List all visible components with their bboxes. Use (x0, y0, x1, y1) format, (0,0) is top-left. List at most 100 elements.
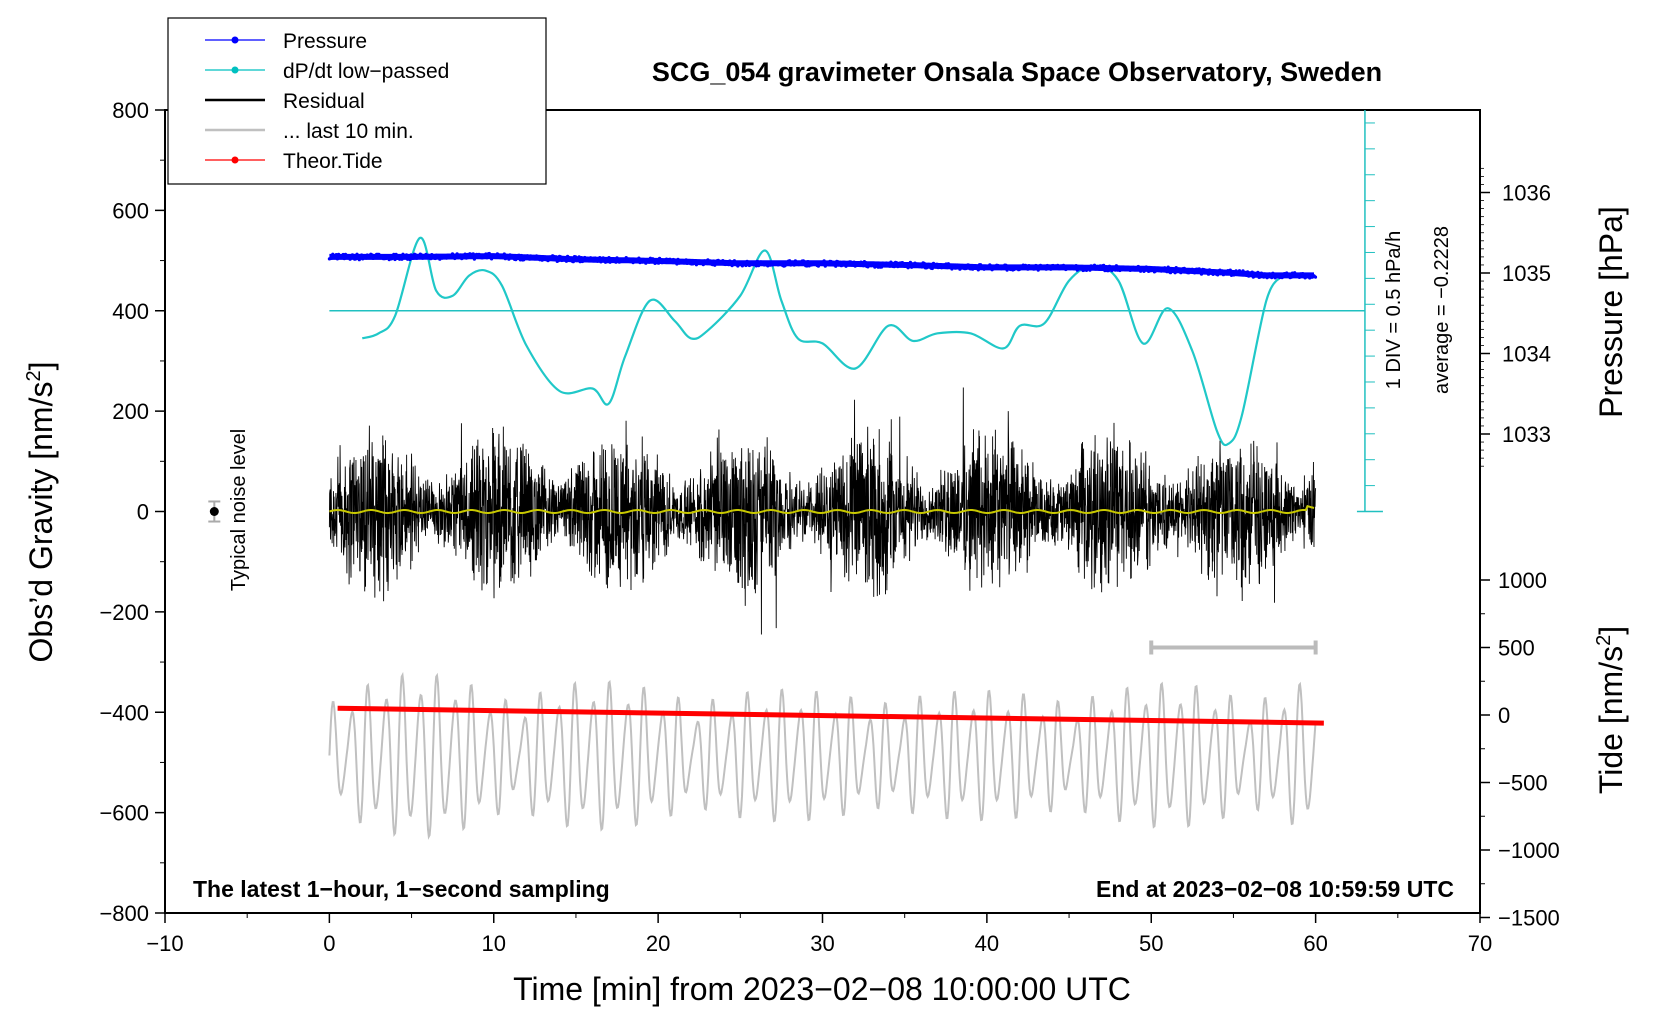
x-tick-label: 60 (1303, 931, 1327, 956)
y-tick-label: 600 (112, 198, 149, 223)
pressure-point (931, 261, 936, 265)
pressure-point (1178, 268, 1182, 272)
x-tick-label: 40 (975, 931, 999, 956)
pressure-point (463, 252, 467, 256)
pressure-point (788, 259, 792, 263)
pressure-point (1203, 268, 1207, 272)
pressure-point (514, 258, 518, 262)
pressure-point (1283, 274, 1288, 278)
pressure-point (877, 261, 882, 265)
x-tick-label: 20 (646, 931, 670, 956)
pressure-point (1246, 270, 1250, 274)
pressure-point (685, 261, 689, 265)
x-tick-label: 10 (482, 931, 506, 956)
pressure-point (396, 254, 400, 258)
pressure-point (1104, 265, 1108, 269)
pressure-point (747, 263, 752, 268)
pressure-point (1132, 265, 1136, 269)
y-tick-label: −400 (99, 700, 149, 725)
pressure-point (1151, 266, 1155, 270)
tide-tick-label: −500 (1498, 771, 1548, 796)
pressure-point (1158, 266, 1162, 271)
pressure-point (637, 256, 641, 260)
pressure-point (876, 265, 880, 269)
tide-tick-label: 500 (1498, 636, 1535, 661)
tide-tick-label: 1000 (1498, 568, 1547, 593)
dpdt-average-label: average = −0.2228 (1431, 226, 1453, 394)
pressure-point (578, 260, 582, 264)
legend-swatch-dot (231, 156, 239, 164)
pressure-point (1110, 269, 1114, 273)
last10-line (328, 671, 1317, 840)
pressure-point (357, 258, 361, 262)
pressure-point (485, 256, 489, 260)
pressure-point (1113, 268, 1117, 272)
pressure-point (1030, 264, 1034, 268)
pressure-point (449, 255, 453, 259)
pressure-point (989, 264, 993, 268)
pressure-point (1256, 270, 1260, 274)
pressure-point (1193, 271, 1197, 275)
pressure-point (727, 263, 731, 267)
legend-label: dP/dt low−passed (283, 60, 449, 83)
pressure-point (398, 257, 402, 261)
pressure-point (511, 255, 516, 259)
pressure-point (1084, 268, 1089, 272)
pressure-point (1228, 268, 1232, 272)
y-tick-label: −600 (99, 801, 149, 826)
pressure-point (1103, 269, 1107, 273)
pressure-point (564, 259, 569, 263)
pressure-point (472, 257, 476, 261)
pressure-point (1265, 276, 1269, 280)
pressure-point (502, 252, 506, 256)
pressure-point (1092, 263, 1097, 267)
pressure-point (455, 252, 459, 256)
pressure-point (1205, 269, 1209, 273)
pressure-point (922, 261, 926, 265)
pressure-tick-label: 1034 (1502, 342, 1551, 367)
pressure-point (639, 258, 643, 262)
pressure-point (1087, 265, 1091, 269)
pressure-point (494, 255, 498, 259)
pressure-point (834, 264, 838, 268)
pressure-point (1036, 268, 1040, 272)
pressure-point (755, 259, 760, 263)
pressure-point (1206, 272, 1211, 276)
pressure-point (518, 258, 523, 262)
pressure-point (1015, 264, 1020, 268)
pressure-point (1018, 267, 1022, 271)
x-tick-label: 30 (810, 931, 834, 956)
residual-smoothed-series (329, 505, 1315, 515)
pressure-point (720, 262, 724, 266)
pressure-point (597, 258, 601, 262)
pressure-point (1270, 276, 1274, 280)
y-tick-label: −200 (99, 600, 149, 625)
pressure-point (1142, 269, 1146, 273)
pressure-point (1137, 266, 1141, 270)
y-axis-title: Obs’d Gravity [nm/s2] (23, 362, 59, 663)
pressure-point (615, 256, 619, 260)
pressure-point (1170, 267, 1174, 271)
pressure-point (1219, 271, 1223, 275)
pressure-point (744, 263, 748, 268)
pressure-point (652, 258, 656, 262)
pressure-point (368, 255, 372, 260)
pressure-tick-label: 1036 (1502, 181, 1551, 206)
pressure-point (976, 268, 980, 272)
pressure-point (433, 256, 437, 261)
dpdt-scale-label: 1 DIV = 0.5 hPa/h (1383, 231, 1405, 389)
pressure-point (430, 253, 434, 257)
pressure-point (337, 252, 341, 256)
y-tick-label: 400 (112, 299, 149, 324)
legend: Pressure dP/dt low−passed Residual ... last… (167, 17, 547, 185)
pressure-point (872, 261, 876, 265)
pressure-point (866, 265, 870, 269)
pressure-point (1007, 264, 1012, 268)
pressure-point (392, 252, 396, 256)
pressure-point (471, 252, 475, 256)
legend-label: Residual (283, 90, 365, 113)
pressure-point (888, 264, 892, 268)
pressure-point (861, 264, 865, 268)
pressure-point (1023, 263, 1028, 267)
bottom-right-note: End at 2023−02−08 10:59:59 UTC (1096, 876, 1454, 902)
